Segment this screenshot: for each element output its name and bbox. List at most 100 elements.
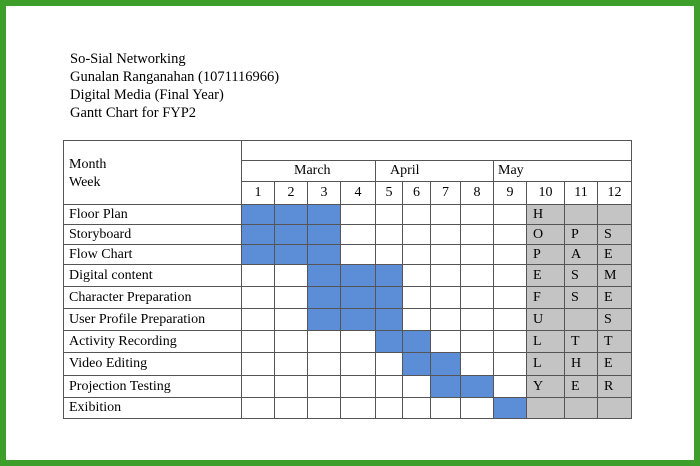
schedule-cell <box>274 375 308 398</box>
month-cell: April <box>375 160 494 182</box>
break-cell <box>597 397 632 419</box>
schedule-cell <box>375 375 403 398</box>
break-cell: E <box>564 375 598 398</box>
task-name: User Profile Preparation <box>63 308 242 331</box>
task-bar-cell <box>241 244 275 265</box>
task-bar-cell <box>241 204 275 225</box>
schedule-cell <box>241 375 275 398</box>
week-number-cell: 12 <box>597 181 632 205</box>
task-name: Projection Testing <box>63 375 242 398</box>
chart-title: Gantt Chart for FYP2 <box>70 105 197 121</box>
schedule-cell <box>430 224 461 245</box>
task-bar-cell <box>307 308 341 331</box>
schedule-cell <box>274 330 308 353</box>
schedule-cell <box>460 204 494 225</box>
schedule-cell <box>493 308 527 331</box>
month-cell: May <box>493 160 632 182</box>
task-bar-cell <box>307 224 341 245</box>
week-number-cell: 1 <box>241 181 275 205</box>
gantt-chart-table: Month Week March April May 1 2 3 4 5 6 7 8 9 10 11 12 Flo… <box>63 140 632 419</box>
task-row: Exibition <box>63 397 632 419</box>
break-cell: L <box>526 330 565 353</box>
week-row: 1 2 3 4 5 6 7 8 9 10 11 12 <box>64 181 632 205</box>
schedule-cell <box>493 264 527 287</box>
task-row: User Profile Preparation U S <box>63 308 632 331</box>
schedule-cell <box>340 204 376 225</box>
break-cell: S <box>564 264 598 287</box>
schedule-cell <box>460 352 494 376</box>
task-bar-cell <box>430 352 461 376</box>
schedule-cell <box>460 244 494 265</box>
week-number-cell: 2 <box>274 181 308 205</box>
project-title: So-Sial Networking <box>70 51 186 67</box>
task-bar-cell <box>493 397 527 419</box>
task-bar-cell <box>430 375 461 398</box>
gantt-top-row: Month Week <box>63 140 632 205</box>
schedule-cell <box>493 286 527 309</box>
task-name: Video Editing <box>63 352 242 376</box>
task-bar-cell <box>375 264 403 287</box>
break-cell: P <box>564 224 598 245</box>
schedule-cell <box>274 397 308 419</box>
task-bar-cell <box>241 224 275 245</box>
schedule-cell <box>307 397 341 419</box>
task-bar-cell <box>274 224 308 245</box>
week-number-cell: 8 <box>460 181 494 205</box>
break-cell: Y <box>526 375 565 398</box>
break-cell: H <box>564 352 598 376</box>
break-cell: M <box>597 264 632 287</box>
document-header: So-Sial Networking Gunalan Ranganahan (1… <box>70 50 279 122</box>
break-cell: F <box>526 286 565 309</box>
task-row: Activity Recording L T T <box>63 330 632 353</box>
schedule-cell <box>402 244 431 265</box>
break-cell <box>526 397 565 419</box>
task-row: Video Editing L H E <box>63 352 632 376</box>
week-number-cell: 7 <box>430 181 461 205</box>
schedule-cell <box>402 224 431 245</box>
schedule-cell <box>241 308 275 331</box>
schedule-cell <box>274 352 308 376</box>
schedule-cell <box>493 352 527 376</box>
task-bar-cell <box>307 264 341 287</box>
schedule-cell <box>340 352 376 376</box>
schedule-cell <box>241 397 275 419</box>
schedule-cell <box>430 204 461 225</box>
schedule-cell <box>460 224 494 245</box>
week-heading: Week <box>69 174 101 190</box>
schedule-cell <box>430 397 461 419</box>
task-bar-cell <box>460 375 494 398</box>
break-cell: O <box>526 224 565 245</box>
task-bar-cell <box>307 244 341 265</box>
schedule-cell <box>460 264 494 287</box>
week-number-cell: 10 <box>526 181 565 205</box>
schedule-cell <box>375 352 403 376</box>
week-number-cell: 6 <box>402 181 431 205</box>
schedule-cell <box>430 244 461 265</box>
schedule-cell <box>375 244 403 265</box>
task-row: Storyboard O P S <box>63 224 632 245</box>
task-bar-cell <box>307 204 341 225</box>
task-bar-cell <box>340 308 376 331</box>
schedule-cell <box>402 204 431 225</box>
break-cell: E <box>597 244 632 265</box>
task-name: Exibition <box>63 397 242 419</box>
schedule-cell <box>402 397 431 419</box>
schedule-cell <box>402 264 431 287</box>
schedule-cell <box>340 224 376 245</box>
task-bar-cell <box>274 204 308 225</box>
schedule-cell <box>460 330 494 353</box>
break-cell: P <box>526 244 565 265</box>
task-bar-cell <box>307 286 341 309</box>
schedule-cell <box>340 375 376 398</box>
schedule-cell <box>375 204 403 225</box>
break-cell: E <box>597 352 632 376</box>
week-number-cell: 5 <box>375 181 403 205</box>
task-row: Flow Chart P A E <box>63 244 632 265</box>
break-cell: H <box>526 204 565 225</box>
task-name: Activity Recording <box>63 330 242 353</box>
schedule-cell <box>430 264 461 287</box>
gantt-top-blank <box>241 140 632 161</box>
break-cell: R <box>597 375 632 398</box>
break-cell: L <box>526 352 565 376</box>
